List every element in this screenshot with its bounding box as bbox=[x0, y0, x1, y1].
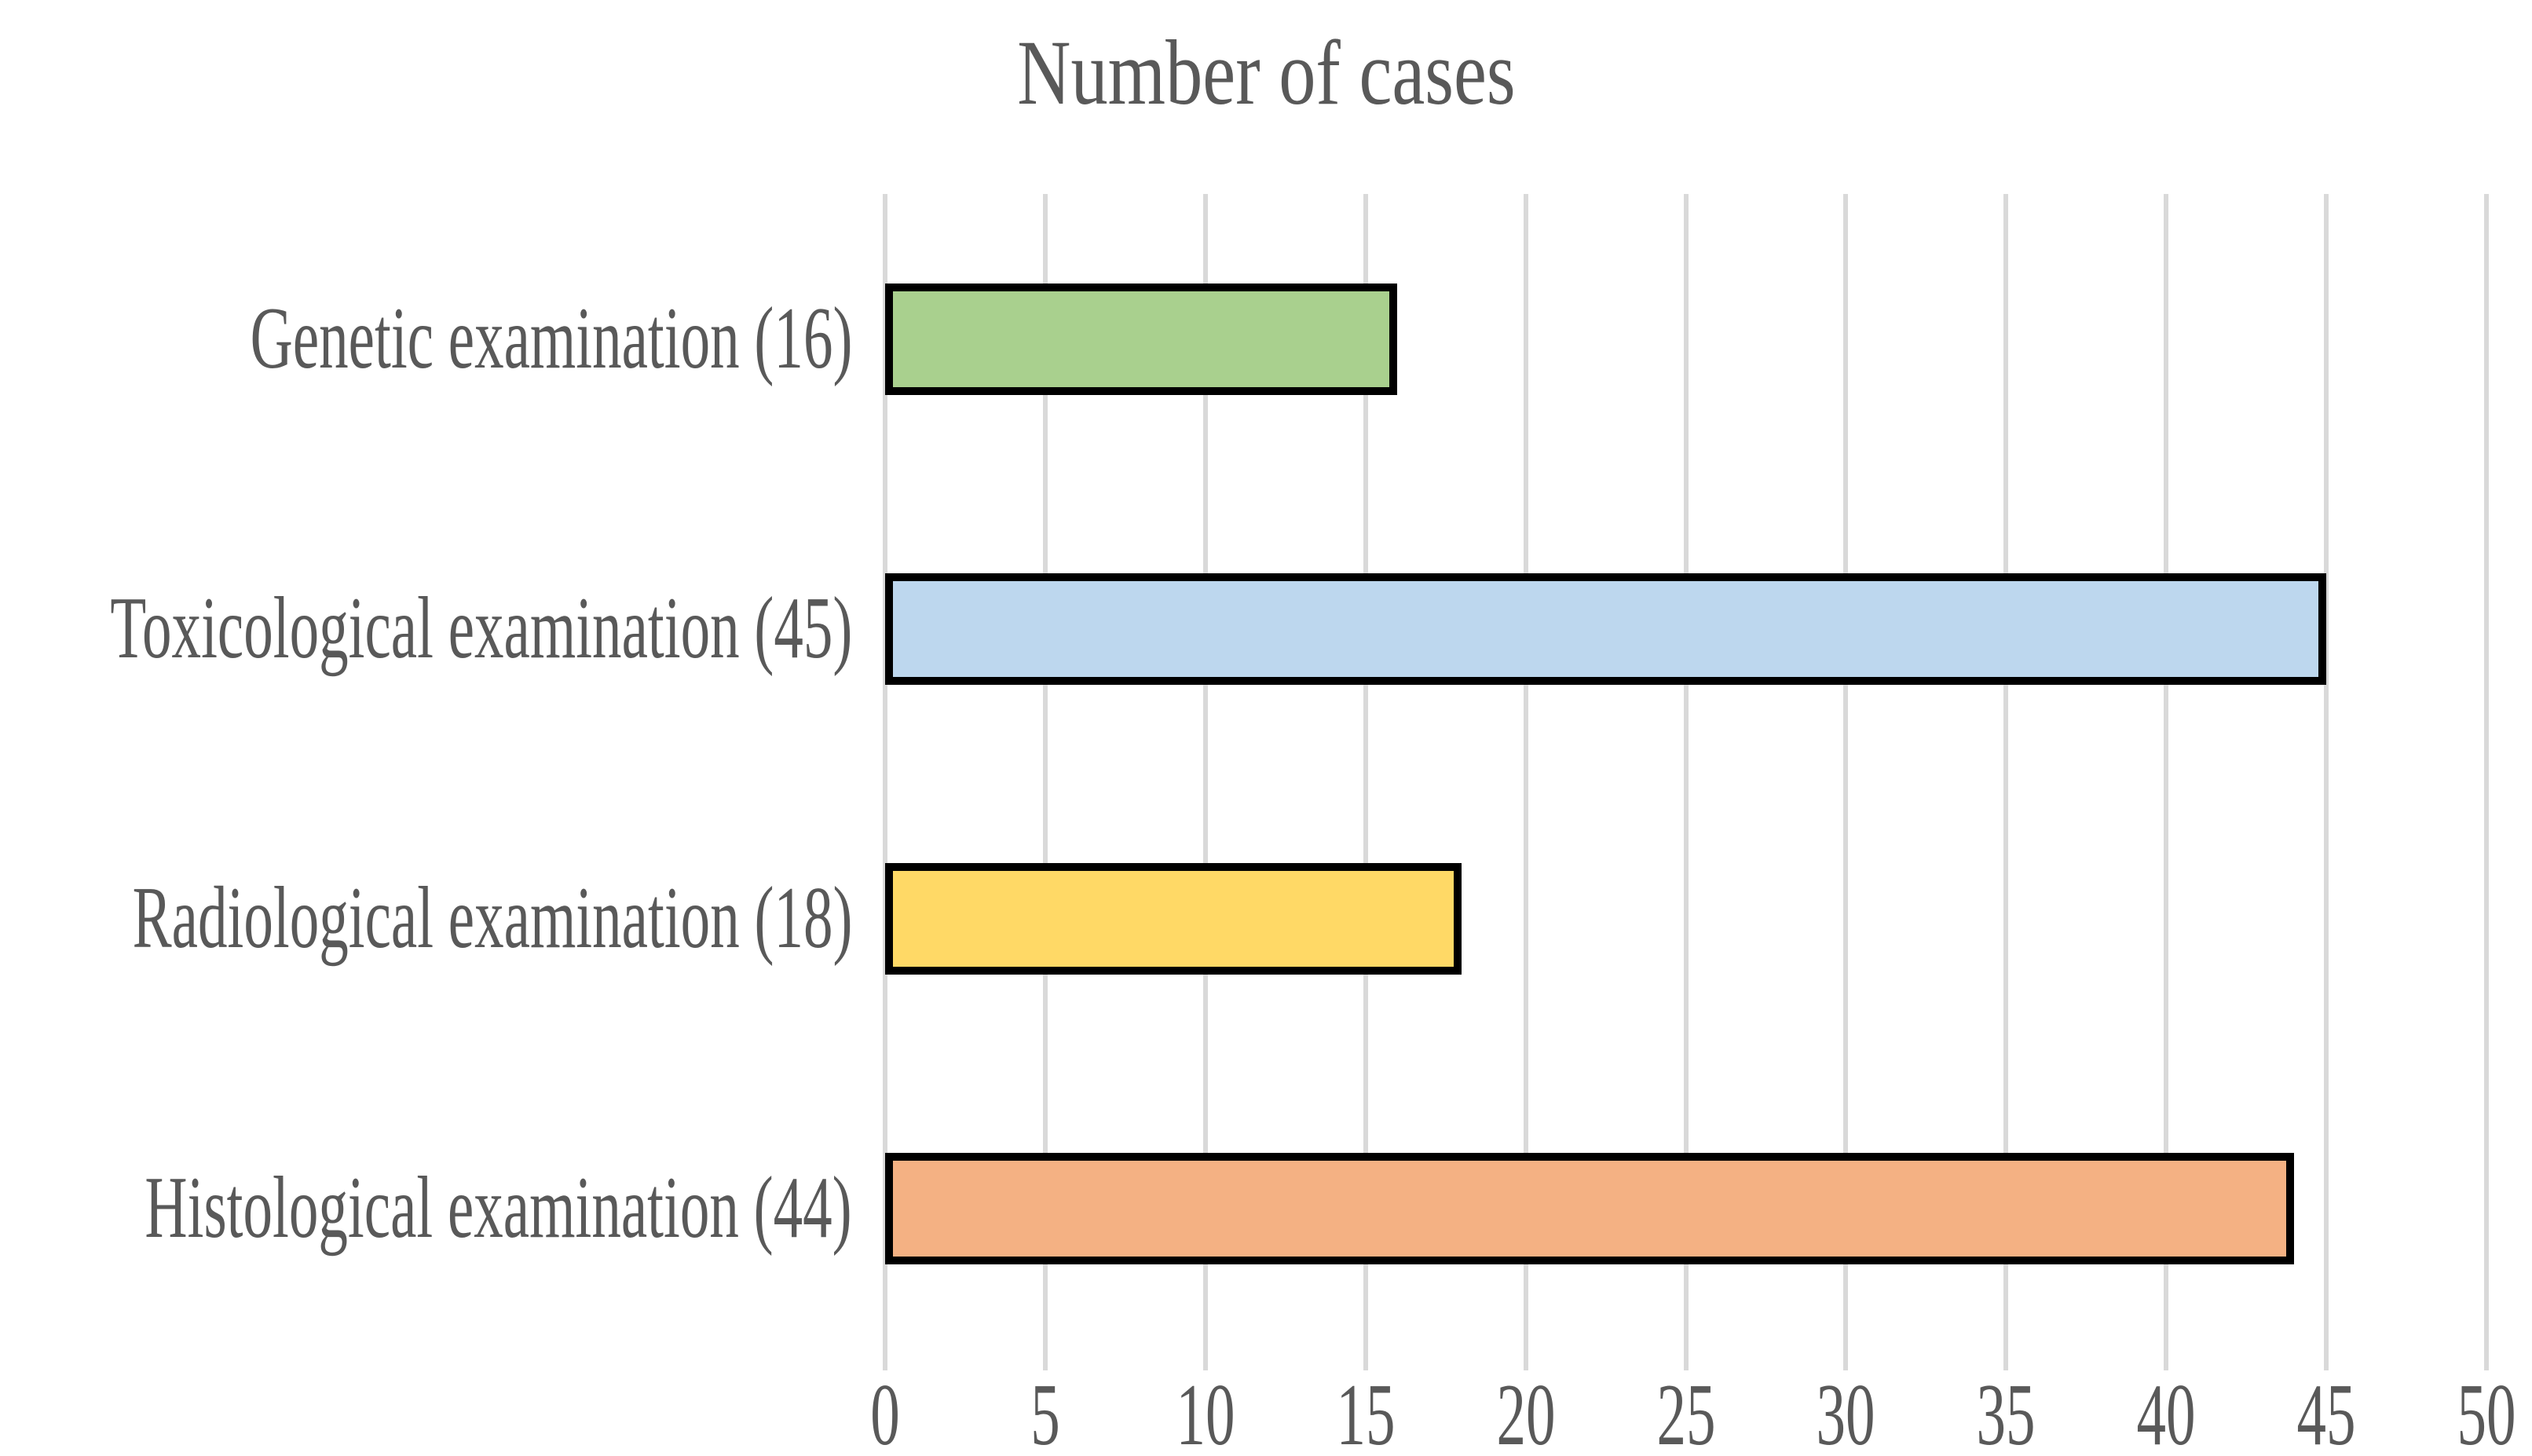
x-tick-label: 35 bbox=[1976, 1366, 2036, 1456]
bar-toxicological bbox=[885, 573, 2327, 685]
chart-title: Number of cases bbox=[0, 0, 2532, 145]
category-label: Histological examination (44) bbox=[0, 1063, 852, 1353]
gridline-30 bbox=[1843, 194, 1849, 1370]
category-axis: Genetic examination (16) Toxicological ex… bbox=[0, 194, 852, 1353]
x-tick-label: 15 bbox=[1336, 1366, 1396, 1456]
plot-area bbox=[883, 194, 2489, 1370]
category-label-text: Radiological examination (18) bbox=[132, 869, 852, 967]
x-tick-label: 0 bbox=[870, 1366, 900, 1456]
value-axis: 0 5 10 15 20 25 30 35 40 45 50 bbox=[870, 1366, 2516, 1456]
gridline-35 bbox=[2003, 194, 2009, 1370]
gridline-40 bbox=[2164, 194, 2169, 1370]
x-tick-label: 25 bbox=[1656, 1366, 1716, 1456]
x-tick-label: 40 bbox=[2136, 1366, 2196, 1456]
category-label-text: Toxicological examination (45) bbox=[110, 580, 852, 677]
gridline-15 bbox=[1363, 194, 1368, 1370]
x-tick-label: 50 bbox=[2457, 1366, 2516, 1456]
gridline-20 bbox=[1523, 194, 1528, 1370]
gridline-0 bbox=[883, 194, 887, 1370]
gridline-5 bbox=[1042, 194, 1048, 1370]
x-tick-label: 45 bbox=[2296, 1366, 2356, 1456]
category-label: Radiological examination (18) bbox=[0, 774, 852, 1063]
category-label-text: Genetic examination (16) bbox=[250, 290, 852, 387]
gridline-25 bbox=[1683, 194, 1689, 1370]
x-tick-label: 20 bbox=[1496, 1366, 1556, 1456]
category-label-text: Histological examination (44) bbox=[145, 1159, 852, 1257]
x-tick-label: 30 bbox=[1816, 1366, 1875, 1456]
category-label: Toxicological examination (45) bbox=[0, 484, 852, 774]
gridline-45 bbox=[2324, 194, 2329, 1370]
x-tick-label: 5 bbox=[1030, 1366, 1060, 1456]
bar-radiological bbox=[885, 862, 1462, 975]
gridline-50 bbox=[2484, 194, 2489, 1370]
x-tick-label: 10 bbox=[1176, 1366, 1235, 1456]
bar-histological bbox=[885, 1152, 2295, 1264]
bar-genetic bbox=[885, 283, 1398, 395]
chart-title-text: Number of cases bbox=[1016, 21, 1516, 124]
gridline-10 bbox=[1202, 194, 1208, 1370]
category-label: Genetic examination (16) bbox=[0, 194, 852, 484]
